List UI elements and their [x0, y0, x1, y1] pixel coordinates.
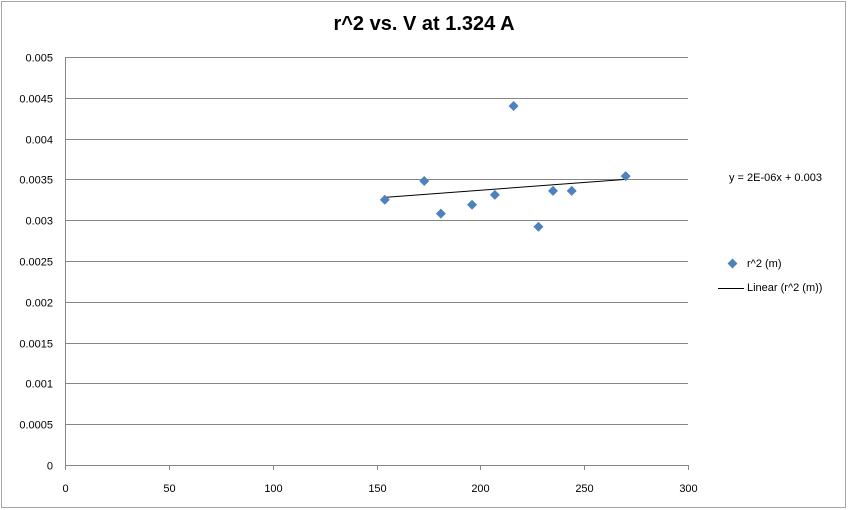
y-tick-label: 0.004 — [25, 135, 53, 147]
y-tick-label: 0.0005 — [19, 420, 53, 432]
gridlines — [65, 57, 688, 425]
x-tick-label: 50 — [163, 483, 175, 495]
y-tick-labels: 0 0.0005 0.001 0.0015 0.002 0.0025 0.003 0.0035… — [19, 53, 53, 473]
data-point — [467, 199, 478, 210]
trendline-layer — [384, 178, 626, 198]
data-point — [435, 208, 446, 219]
x-tick-label: 0 — [62, 483, 68, 495]
y-tick-label: 0.0015 — [19, 339, 53, 351]
line-marker-icon — [718, 288, 744, 289]
y-tick-label: 0.0025 — [19, 257, 53, 269]
data-point — [566, 185, 577, 196]
axes — [65, 57, 689, 470]
y-tick-label: 0.001 — [25, 379, 53, 391]
y-tick-label: 0.005 — [25, 53, 53, 65]
legend-label-trendline: Linear (r^2 (m)) — [747, 282, 823, 294]
trendline — [384, 178, 626, 198]
data-point — [508, 100, 519, 111]
x-tick-label: 150 — [368, 483, 386, 495]
data-point — [533, 221, 544, 232]
x-tick-label: 100 — [264, 483, 282, 495]
data-point — [379, 194, 390, 205]
trendline-equation: y = 2E-06x + 0.003 — [729, 172, 822, 184]
data-point — [489, 189, 500, 200]
x-tick-label: 300 — [679, 483, 697, 495]
chart-title: r^2 vs. V at 1.324 A — [333, 13, 515, 35]
data-point — [548, 185, 559, 196]
x-tick-label: 200 — [471, 483, 489, 495]
y-tick-label: 0.0035 — [19, 175, 53, 187]
data-points — [379, 100, 631, 232]
y-tick-label: 0.003 — [25, 216, 53, 228]
y-tick-label: 0.0045 — [19, 94, 53, 106]
data-point — [419, 176, 430, 187]
data-point — [620, 171, 631, 182]
x-tick-label: 250 — [575, 483, 593, 495]
x-tick-labels: 0 50 100 150 200 250 300 — [62, 483, 697, 495]
y-tick-label: 0.002 — [25, 298, 53, 310]
legend-label-series: r^2 (m) — [747, 258, 782, 270]
y-tick-label: 0 — [47, 461, 53, 473]
